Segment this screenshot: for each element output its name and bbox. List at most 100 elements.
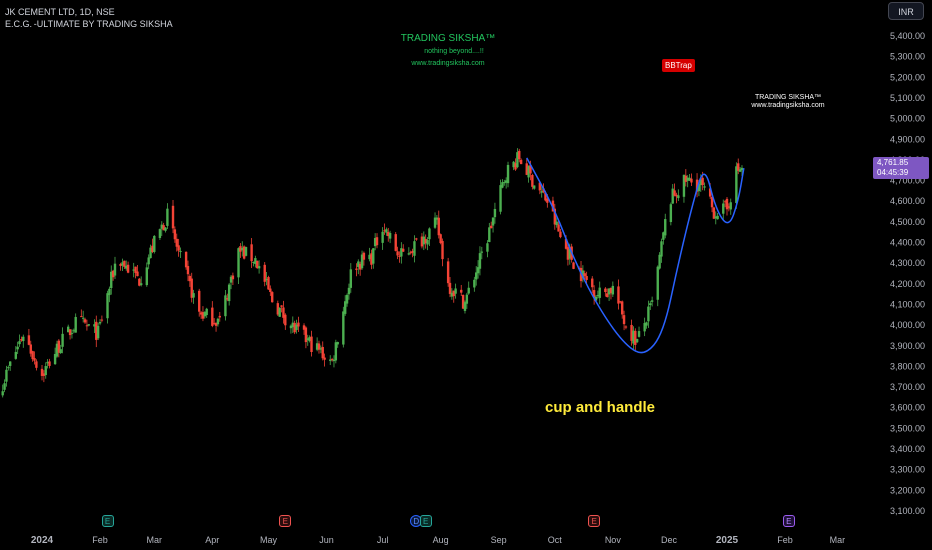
candle-body	[237, 248, 240, 278]
candle-body	[488, 227, 491, 243]
candle-body	[40, 368, 44, 376]
candle-body	[229, 276, 233, 283]
earnings-event-marker[interactable]: E	[419, 515, 432, 527]
candle-body	[738, 169, 742, 172]
bbtrap-signal-label[interactable]: BBTrap	[662, 59, 695, 72]
earnings-event-marker[interactable]: E	[279, 515, 292, 527]
indicator-title[interactable]: E.C.G. -ULTIMATE BY TRADING SIKSHA	[5, 19, 173, 29]
candle-body	[136, 271, 139, 277]
candle-body	[473, 279, 476, 288]
candle-body	[284, 314, 287, 326]
candle-body	[241, 247, 244, 251]
candle-body	[420, 236, 424, 247]
earnings-event-marker[interactable]: E	[782, 515, 795, 527]
y-tick-label: 4,700.00	[890, 176, 925, 186]
candle-body	[559, 231, 562, 238]
earnings-event-marker[interactable]: E	[101, 515, 114, 527]
currency-button[interactable]: INR	[888, 2, 924, 20]
candle-body	[489, 225, 493, 229]
candle-body	[682, 174, 686, 197]
candle-body	[121, 262, 124, 266]
candle-body	[572, 262, 575, 269]
candle-body	[493, 208, 497, 218]
candle-body	[372, 248, 375, 264]
candle-body	[8, 361, 12, 366]
y-tick-label: 5,000.00	[890, 114, 925, 124]
candle-body	[315, 343, 319, 350]
candle-body	[439, 234, 442, 244]
candle-body	[634, 330, 637, 345]
last-price-tag: 4,761.85 04:45:39	[873, 157, 929, 179]
last-price-value: 4,761.85	[877, 158, 909, 167]
candle-body	[306, 338, 309, 341]
candle-body	[504, 180, 508, 183]
candle-body	[80, 316, 83, 318]
candle-body	[343, 301, 347, 314]
candle-body	[512, 161, 515, 168]
candle-body	[203, 311, 207, 317]
candle-body	[686, 177, 689, 181]
candle-body	[267, 277, 270, 290]
candle-body	[323, 357, 326, 360]
candle-body	[690, 178, 693, 183]
candle-body	[123, 260, 126, 267]
candle-body	[650, 300, 654, 302]
x-tick-label: May	[260, 535, 278, 545]
candle-body	[96, 325, 100, 339]
candle-body	[437, 217, 440, 236]
candle-body	[703, 186, 706, 188]
candle-body	[289, 325, 293, 329]
x-tick-label: Jul	[377, 535, 389, 545]
y-tick-label: 3,400.00	[890, 444, 925, 454]
symbol-title[interactable]: JK CEMENT LTD, 1D, NSE	[5, 7, 115, 17]
candle-body	[673, 190, 676, 196]
candle-body	[282, 307, 285, 318]
y-tick-label: 5,400.00	[890, 31, 925, 41]
candle-body	[83, 319, 87, 323]
candle-body	[592, 290, 596, 298]
candle-body	[553, 208, 557, 225]
candle-body	[211, 307, 214, 326]
candle-body	[697, 183, 701, 192]
candle-body	[426, 240, 429, 245]
candle-body	[269, 288, 272, 293]
candle-body	[428, 228, 431, 240]
candle-body	[516, 152, 519, 168]
price-axis[interactable]: 5,400.00 5,300.00 5,200.00 5,100.00 5,000.00…	[890, 31, 925, 516]
y-tick-label: 4,000.00	[890, 320, 925, 330]
candle-body	[591, 278, 594, 288]
watermark-brand-2: TRADING SIKSHA™	[754, 94, 822, 101]
candle-body	[662, 232, 665, 240]
candle-body	[308, 337, 311, 342]
candle-body	[684, 175, 688, 182]
y-tick-label: 4,900.00	[890, 134, 925, 144]
earnings-event-marker[interactable]: E	[588, 515, 601, 527]
time-axis[interactable]: 2024 Feb Mar Apr May Jun Jul Aug Sep Oct Nov Dec 202…	[31, 535, 845, 546]
candle-body	[111, 270, 115, 278]
candle-body	[125, 265, 128, 269]
candle-body	[729, 202, 732, 210]
candle-body	[18, 341, 21, 345]
candle-body	[362, 252, 366, 260]
candle-body	[624, 326, 628, 328]
candle-body	[491, 217, 495, 226]
candle-body	[695, 179, 699, 192]
candle-body	[716, 215, 719, 220]
candle-body	[198, 290, 201, 312]
candle-body	[162, 225, 165, 231]
candle-body	[649, 303, 652, 306]
y-tick-label: 4,300.00	[890, 258, 925, 268]
watermark-url-2: www.tradingsiksha.com	[751, 102, 825, 109]
candle-body	[368, 254, 371, 260]
candle-body	[411, 250, 414, 253]
y-tick-label: 3,100.00	[890, 506, 925, 516]
y-tick-label: 4,100.00	[890, 299, 925, 309]
candle-body	[671, 188, 674, 204]
candle-body	[108, 288, 111, 296]
x-tick-label: Mar	[830, 535, 846, 545]
y-tick-label: 3,600.00	[890, 403, 925, 413]
y-tick-label: 5,200.00	[890, 72, 925, 82]
candle-body	[585, 276, 588, 280]
candle-body	[250, 244, 253, 262]
